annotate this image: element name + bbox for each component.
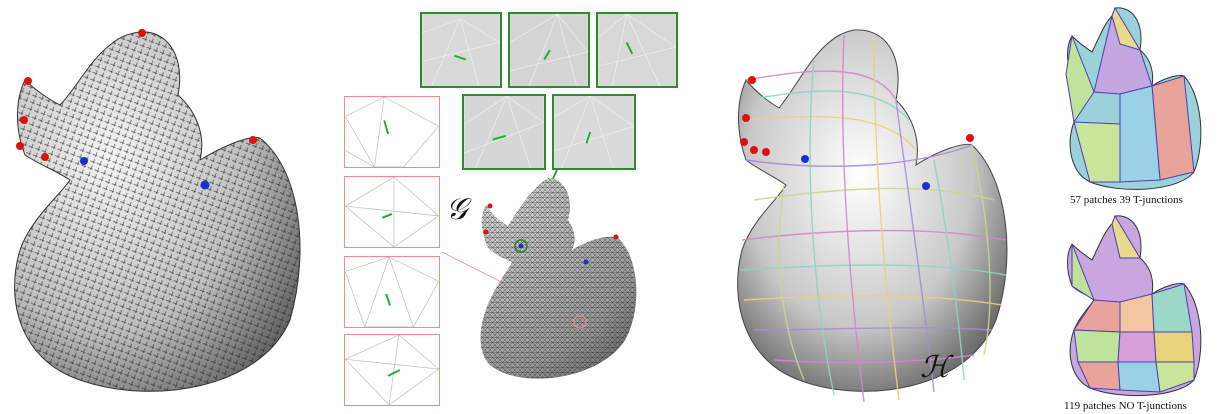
pink-inset-4 (344, 334, 440, 406)
singular-points-right (740, 76, 974, 190)
cross-field-duck-panel (0, 20, 310, 410)
green-inset-3 (596, 12, 678, 88)
separatrix-duck-panel: ℋ (724, 20, 1024, 410)
pink-inset-1 (344, 96, 440, 168)
green-inset-4 (462, 94, 546, 170)
cross-field-duck-illustration (14, 29, 301, 392)
green-inset-5 (552, 94, 636, 170)
patch-duck-bottom (1067, 214, 1202, 396)
patch-layout-panel: 57 patches 39 T-junctions 119 patches NO… (1060, 0, 1220, 414)
graph-symbol: 𝒢 (446, 192, 468, 227)
separatrix-duck-illustration (737, 29, 1008, 403)
pink-inset-3 (344, 256, 440, 328)
hex-symbol: ℋ (920, 350, 950, 385)
caption-bottom: 119 patches NO T-junctions (1064, 400, 1187, 412)
caption-top: 57 patches 39 T-junctions (1070, 194, 1183, 206)
triangle-mesh-duck (441, 169, 637, 379)
green-inset-1 (420, 12, 502, 88)
patch-duck-top (1065, 6, 1202, 190)
inset-panel: 𝒢 (340, 0, 700, 414)
green-inset-2 (508, 12, 590, 88)
pink-inset-2 (344, 176, 440, 248)
singular-points (16, 29, 257, 190)
